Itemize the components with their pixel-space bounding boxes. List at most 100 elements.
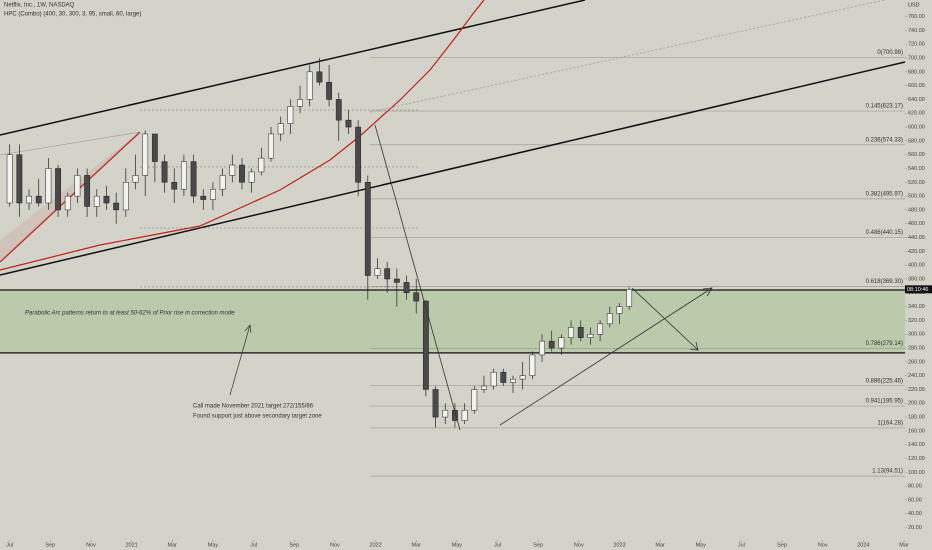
y-tick-label: 300.00 bbox=[908, 332, 925, 338]
projection-arrow bbox=[374, 124, 461, 431]
indicator-title: HPC (Combo) (400, 30, 300, 3, 95, small,… bbox=[4, 12, 141, 18]
price-axis-bg bbox=[905, 0, 932, 550]
fib-label: 0.941(195.95) bbox=[866, 399, 903, 405]
candle-body bbox=[403, 282, 410, 294]
candle-body bbox=[345, 119, 352, 128]
x-tick-label: Mar bbox=[899, 542, 909, 548]
x-tick-label: Jul bbox=[6, 542, 13, 548]
candle-body bbox=[529, 354, 536, 376]
x-tick-label: Nov bbox=[86, 542, 96, 548]
candle-body bbox=[113, 202, 120, 211]
x-tick-label: Mar bbox=[168, 542, 178, 548]
y-tick-label: 620.00 bbox=[908, 111, 925, 117]
candle-body bbox=[190, 161, 197, 197]
channel-lower bbox=[0, 61, 906, 276]
y-tick-label: 480.00 bbox=[908, 207, 925, 213]
candle-body bbox=[45, 168, 52, 204]
x-tick-label: Nov bbox=[330, 542, 340, 548]
candle-body bbox=[122, 182, 129, 211]
candle-body bbox=[548, 340, 555, 349]
x-tick-label: May bbox=[452, 542, 463, 548]
y-tick-label: 660.00 bbox=[908, 83, 925, 89]
candle-body bbox=[355, 126, 362, 183]
x-tick-label: Sep bbox=[45, 542, 55, 548]
fib-label: 1(164.28) bbox=[877, 421, 903, 427]
y-tick-label: 440.00 bbox=[908, 235, 925, 241]
x-tick-label: Jul bbox=[250, 542, 257, 548]
candle-body bbox=[277, 123, 284, 135]
x-tick-label: Sep bbox=[289, 542, 299, 548]
axis-unit: USD bbox=[908, 2, 920, 8]
x-tick-label: Jul bbox=[494, 542, 501, 548]
channel-upper bbox=[0, 0, 586, 136]
y-tick-label: 740.00 bbox=[908, 28, 925, 34]
y-tick-label: 700.00 bbox=[908, 55, 925, 61]
candle-body bbox=[471, 389, 478, 411]
rise-base bbox=[0, 131, 141, 156]
candle-body bbox=[442, 409, 449, 418]
y-tick-label: 460.00 bbox=[908, 221, 925, 227]
y-tick-label: 400.00 bbox=[908, 263, 925, 269]
x-tick-label: Jul bbox=[738, 542, 745, 548]
candle-body bbox=[200, 195, 207, 200]
candle-body bbox=[519, 375, 526, 380]
y-tick-label: 140.00 bbox=[908, 442, 925, 448]
candle-body bbox=[210, 188, 216, 200]
candle-body bbox=[587, 333, 594, 338]
candle-body bbox=[597, 323, 604, 335]
arrow-head bbox=[244, 324, 252, 334]
fib-label: 1.13(94.51) bbox=[872, 469, 903, 475]
candle-body bbox=[490, 371, 497, 387]
candle-body bbox=[461, 409, 468, 421]
candle-body bbox=[626, 289, 633, 307]
y-tick-label: 580.00 bbox=[908, 138, 925, 144]
candle-body bbox=[142, 133, 149, 176]
y-tick-label: 380.00 bbox=[908, 276, 925, 282]
y-tick-label: 20.00 bbox=[908, 525, 922, 531]
x-tick-label: Mar bbox=[655, 542, 665, 548]
y-tick-label: 40.00 bbox=[908, 511, 922, 517]
y-tick-label: 640.00 bbox=[908, 97, 925, 103]
symbol-title: Netflix, Inc., 1W, NASDAQ bbox=[4, 3, 75, 9]
y-tick-label: 60.00 bbox=[908, 497, 922, 503]
candle-body bbox=[171, 182, 178, 190]
candle-body bbox=[132, 175, 139, 183]
y-tick-label: 520.00 bbox=[908, 180, 925, 186]
y-tick-label: 680.00 bbox=[908, 69, 925, 75]
arrow-head bbox=[689, 341, 699, 351]
candle-body bbox=[306, 71, 313, 100]
arrow-head bbox=[702, 287, 713, 297]
candle-body bbox=[64, 195, 71, 211]
x-tick-label: 2021 bbox=[126, 542, 138, 548]
candle-body bbox=[335, 99, 342, 121]
candle-body bbox=[384, 268, 391, 280]
trend-arrow bbox=[499, 287, 713, 426]
fib-label: 0.236(574.33) bbox=[866, 137, 903, 143]
x-tick-label: 2024 bbox=[857, 542, 869, 548]
pullback-arrow bbox=[631, 287, 699, 351]
candle-body bbox=[268, 133, 274, 159]
fib-label: 0.886(225.46) bbox=[866, 378, 903, 384]
candle-body bbox=[287, 106, 294, 124]
candle-body bbox=[258, 157, 265, 173]
y-tick-label: 240.00 bbox=[908, 373, 925, 379]
candle-body bbox=[393, 278, 400, 283]
x-tick-label: May bbox=[208, 542, 219, 548]
fib-label: 0.382(495.97) bbox=[866, 191, 903, 197]
y-tick-label: 120.00 bbox=[908, 456, 925, 462]
candle-body bbox=[93, 195, 100, 207]
candle-body bbox=[16, 154, 23, 204]
annotation: Call made November 2021 target 272/155/8… bbox=[193, 404, 314, 410]
x-tick-label: 2023 bbox=[613, 542, 625, 548]
candle-body bbox=[413, 292, 420, 302]
price-tag bbox=[905, 285, 932, 294]
candle-body bbox=[374, 268, 381, 276]
candle-body bbox=[606, 313, 613, 325]
x-tick-label: Nov bbox=[574, 542, 584, 548]
y-tick-label: 280.00 bbox=[908, 345, 925, 351]
y-tick-label: 560.00 bbox=[908, 152, 925, 158]
candle-body bbox=[26, 195, 32, 204]
fib-label: 0(700.99) bbox=[877, 50, 903, 56]
y-tick-label: 80.00 bbox=[908, 484, 922, 490]
